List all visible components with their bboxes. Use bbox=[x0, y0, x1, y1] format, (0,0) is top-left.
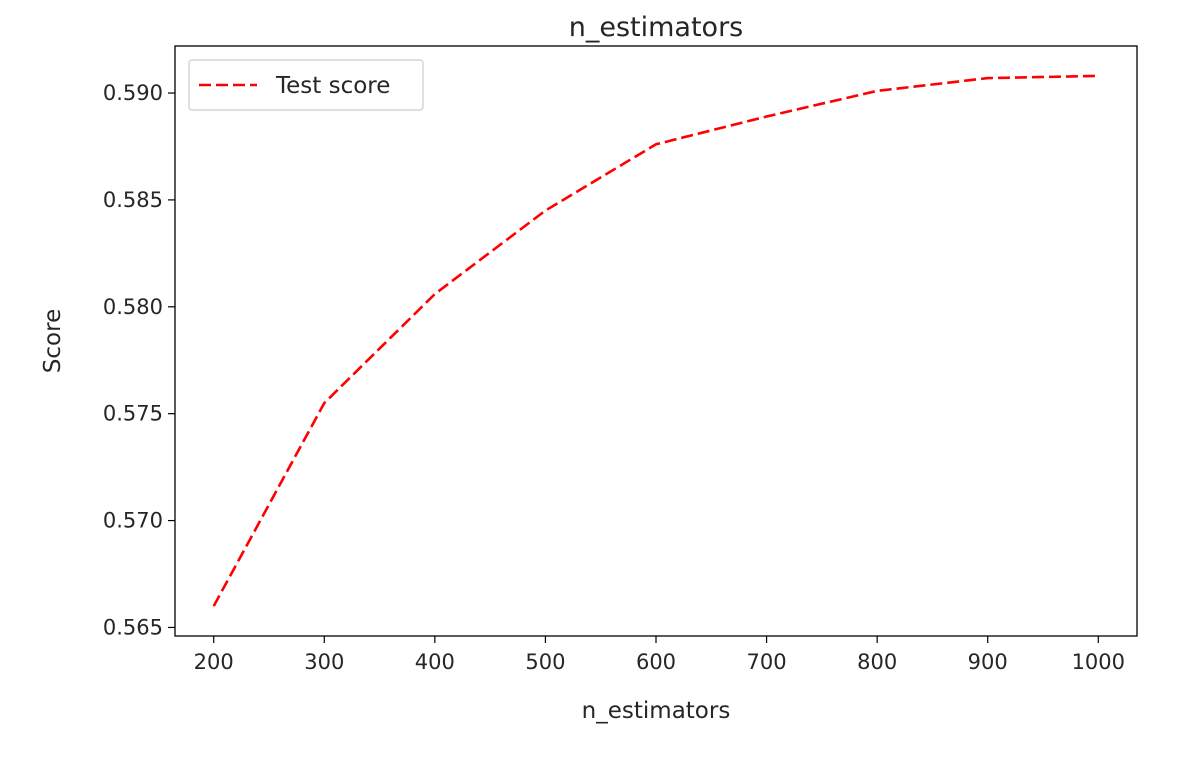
x-tick-label: 600 bbox=[636, 650, 676, 674]
chart-title: n_estimators bbox=[569, 12, 744, 43]
x-tick-label: 700 bbox=[747, 650, 787, 674]
y-tick-label: 0.580 bbox=[103, 295, 163, 319]
plot-frame bbox=[174, 45, 1138, 637]
y-tick-label: 0.570 bbox=[103, 509, 163, 533]
series-layer bbox=[212, 74, 1099, 607]
ticks-layer: 200 300 400 500 600 700 800 900 1000 0.565 0.570 0.… bbox=[103, 81, 1125, 674]
series-line-0 bbox=[212, 74, 1099, 607]
y-tick-label: 0.565 bbox=[103, 615, 163, 639]
y-axis-title: Score bbox=[40, 309, 66, 373]
y-tick-label: 0.590 bbox=[103, 81, 163, 105]
x-tick-label: 400 bbox=[415, 650, 455, 674]
y-tick-label: 0.585 bbox=[103, 188, 163, 212]
x-tick-label: 500 bbox=[525, 650, 565, 674]
x-tick-label: 200 bbox=[194, 650, 234, 674]
legend: Test score bbox=[188, 59, 424, 111]
legend-label-test-score: Test score bbox=[275, 73, 390, 99]
legend-box bbox=[188, 59, 424, 111]
x-tick-label: 800 bbox=[857, 650, 897, 674]
y-tick-label: 0.575 bbox=[103, 402, 163, 426]
x-tick-label: 300 bbox=[304, 650, 344, 674]
x-tick-label: 900 bbox=[968, 650, 1008, 674]
x-axis-title: n_estimators bbox=[582, 698, 731, 724]
x-tick-label: 1000 bbox=[1072, 650, 1125, 674]
